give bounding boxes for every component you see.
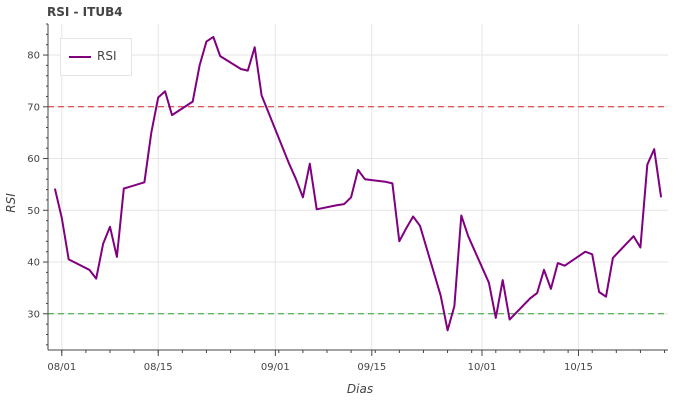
reference-lines: [48, 106, 668, 315]
x-axis-label: Dias: [346, 382, 374, 396]
y-tick-label: 60: [27, 154, 40, 165]
series-layer: [53, 35, 663, 332]
y-tick-label: 80: [27, 51, 40, 62]
x-tick-label: 10/15: [564, 362, 593, 373]
chart-title: RSI - ITUB4: [47, 5, 123, 19]
legend[interactable]: RSI: [60, 38, 132, 76]
x-tick-label: 08/01: [47, 362, 76, 373]
x-tick-label: 08/15: [144, 362, 173, 373]
legend-label-rsi: RSI: [97, 49, 117, 63]
axes: 30 40 50 60 70 80 08/01 08/15 09/01 09/15 10/01 10/…: [27, 23, 668, 373]
y-tick-label: 40: [27, 258, 40, 269]
x-tick-label: 09/01: [261, 362, 290, 373]
y-tick-label: 70: [27, 102, 40, 113]
legend-swatch: [69, 56, 91, 58]
y-tick-label: 30: [27, 309, 40, 320]
x-tick-label: 09/15: [357, 362, 386, 373]
series-line-rsi: [53, 35, 663, 332]
y-tick-label: 50: [27, 206, 40, 217]
x-tick-label: 10/01: [468, 362, 497, 373]
grid-layer: [48, 24, 668, 350]
